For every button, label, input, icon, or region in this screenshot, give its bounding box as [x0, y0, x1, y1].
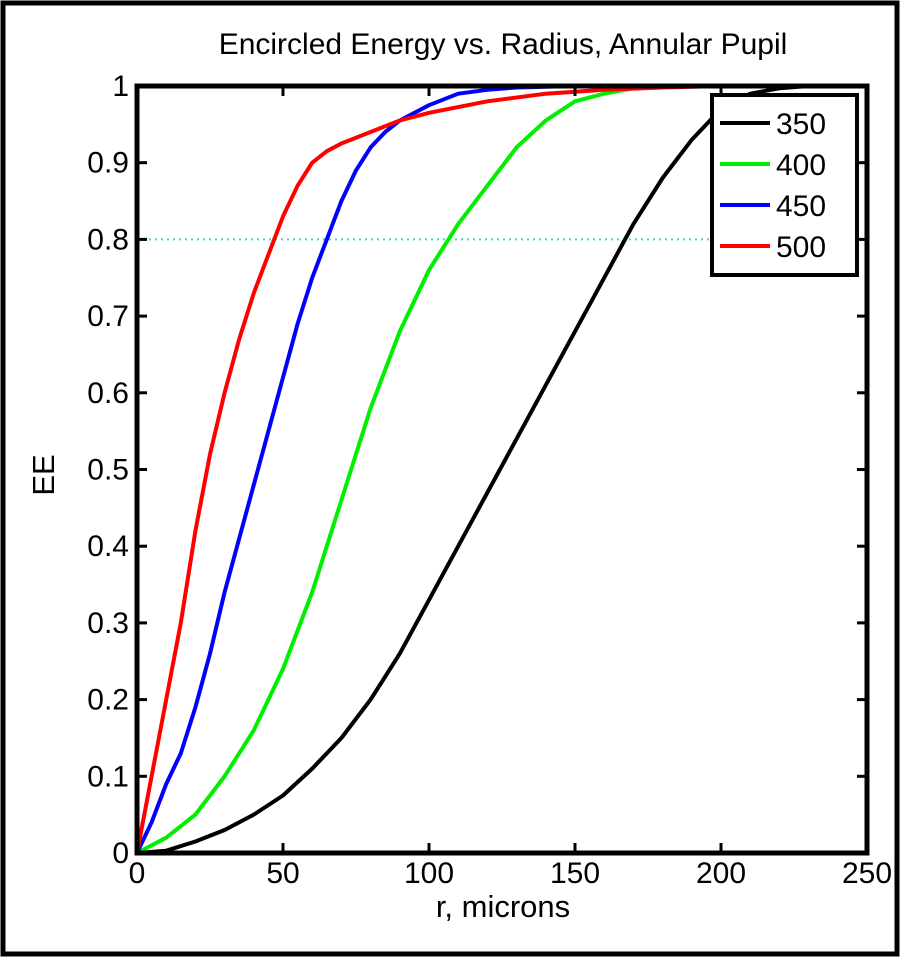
x-axis-label: r, microns	[436, 889, 570, 924]
chart-title: Encircled Energy vs. Radius, Annular Pup…	[219, 28, 788, 61]
x-tick-label: 100	[404, 857, 454, 890]
legend-label-400: 400	[776, 149, 826, 182]
legend-label-500: 500	[776, 231, 826, 264]
y-tick-label: 0.1	[87, 760, 129, 793]
legend-label-350: 350	[776, 108, 826, 141]
x-tick-label: 250	[842, 857, 892, 890]
x-tick-label: 200	[696, 857, 746, 890]
legend-label-450: 450	[776, 190, 826, 223]
y-tick-label: 0.2	[87, 684, 129, 717]
axes: 0 50 100 150 200 250 0 0.1 0.2 0.3 0.4 0.5 0.6 0.7 0.8…	[87, 70, 892, 890]
x-tick-label: 50	[266, 857, 299, 890]
y-tick-label: 0.4	[87, 530, 129, 563]
y-tick-label: 0.8	[87, 223, 129, 256]
series-line-450	[135, 84, 869, 855]
legend: 350 400 450 500	[710, 93, 859, 277]
y-axis-label: EE	[26, 454, 61, 495]
x-tick-label: 150	[550, 857, 600, 890]
y-tick-label: 1	[112, 70, 129, 103]
y-tick-label: 0.5	[87, 454, 129, 487]
y-tick-label: 0.7	[87, 300, 129, 333]
x-tick-label: 0	[129, 857, 146, 890]
y-tick-label: 0.9	[87, 147, 129, 180]
series-line-500	[135, 84, 869, 855]
y-tick-label: 0.3	[87, 607, 129, 640]
y-tick-label: 0.6	[87, 377, 129, 410]
y-tick-label: 0	[112, 837, 129, 870]
